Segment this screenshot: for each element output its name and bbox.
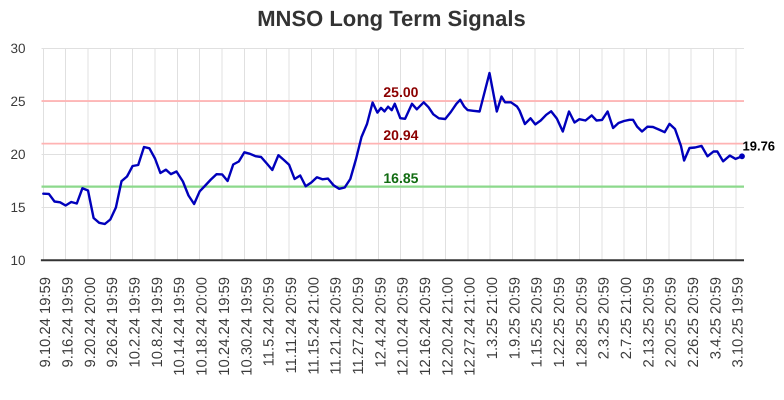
svg-text:2.3.25 20:59: 2.3.25 20:59 [597, 277, 613, 359]
svg-text:9.16.24 19:59: 9.16.24 19:59 [61, 277, 77, 368]
svg-text:12.27.24 21:00: 12.27.24 21:00 [463, 277, 479, 376]
svg-text:10.8.24 19:59: 10.8.24 19:59 [150, 277, 166, 368]
svg-text:20: 20 [10, 147, 25, 162]
svg-text:11.11.24 20:59: 11.11.24 20:59 [284, 277, 300, 374]
svg-text:12.16.24 20:59: 12.16.24 20:59 [418, 277, 434, 376]
svg-text:2.13.25 20:59: 2.13.25 20:59 [641, 277, 657, 368]
svg-text:10.18.24 20:00: 10.18.24 20:00 [195, 277, 211, 376]
svg-text:15: 15 [10, 200, 25, 215]
svg-text:MNSO Long Term Signals: MNSO Long Term Signals [257, 6, 526, 31]
svg-text:11.27.24 20:59: 11.27.24 20:59 [351, 277, 367, 375]
svg-text:2.20.25 20:59: 2.20.25 20:59 [664, 277, 680, 368]
svg-text:25: 25 [10, 94, 25, 109]
svg-text:10.14.24 19:59: 10.14.24 19:59 [172, 277, 188, 376]
svg-text:20.94: 20.94 [383, 127, 418, 143]
svg-text:16.85: 16.85 [383, 170, 418, 186]
svg-text:12.20.24 21:00: 12.20.24 21:00 [440, 277, 456, 376]
svg-text:25.00: 25.00 [383, 84, 418, 100]
svg-text:9.20.24 20:00: 9.20.24 20:00 [83, 277, 99, 368]
svg-text:3.4.25 20:59: 3.4.25 20:59 [708, 277, 724, 359]
svg-text:3.10.25 19:59: 3.10.25 19:59 [731, 277, 747, 368]
svg-text:11.5.24 20:59: 11.5.24 20:59 [262, 277, 278, 366]
svg-text:10.30.24 19:59: 10.30.24 19:59 [239, 277, 255, 376]
svg-text:2.7.25 21:00: 2.7.25 21:00 [619, 277, 635, 359]
svg-text:10: 10 [10, 253, 25, 268]
svg-text:1.15.25 20:59: 1.15.25 20:59 [530, 277, 546, 368]
svg-text:10.2.24 19:59: 10.2.24 19:59 [128, 277, 144, 368]
svg-text:11.15.24 21:00: 11.15.24 21:00 [306, 277, 322, 375]
svg-text:12.4.24 20:59: 12.4.24 20:59 [373, 277, 389, 368]
svg-text:1.22.25 20:59: 1.22.25 20:59 [552, 277, 568, 368]
svg-text:11.21.24 20:59: 11.21.24 20:59 [329, 277, 345, 375]
svg-text:9.26.24 19:59: 9.26.24 19:59 [105, 277, 121, 368]
svg-text:12.10.24 20:59: 12.10.24 20:59 [396, 277, 412, 376]
svg-text:1.28.25 20:59: 1.28.25 20:59 [574, 277, 590, 368]
svg-text:10.24.24 19:59: 10.24.24 19:59 [217, 277, 233, 376]
svg-text:1.9.25 20:59: 1.9.25 20:59 [507, 277, 523, 359]
svg-text:2.26.25 20:59: 2.26.25 20:59 [686, 277, 702, 368]
svg-text:9.10.24 19:59: 9.10.24 19:59 [38, 277, 54, 368]
svg-text:30: 30 [10, 41, 25, 56]
svg-text:1.3.25 21:00: 1.3.25 21:00 [485, 277, 501, 359]
svg-text:19.76: 19.76 [743, 139, 776, 154]
